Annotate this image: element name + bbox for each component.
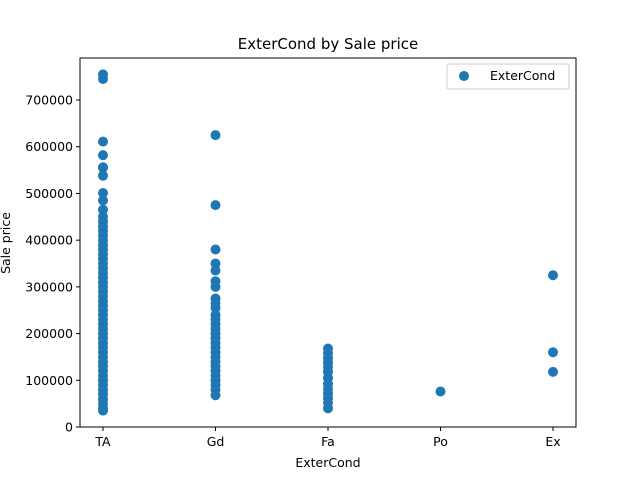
data-point — [210, 265, 221, 276]
data-point — [98, 195, 108, 206]
data-point — [98, 74, 108, 85]
data-point — [98, 136, 108, 147]
data-point — [98, 405, 108, 416]
x-tick-label: TA — [94, 434, 111, 449]
data-point — [98, 187, 108, 198]
chart-title: ExterCond by Sale price — [238, 35, 418, 53]
data-point — [98, 204, 108, 215]
data-point — [548, 366, 558, 377]
y-axis: 0 100000 200000 300000 400000 500000 600000 700… — [25, 93, 80, 435]
y-tick-label: 600000 — [25, 139, 73, 154]
x-tick-label: Ex — [545, 434, 560, 449]
x-tick-label: Fa — [321, 434, 335, 449]
legend-marker — [459, 71, 469, 81]
x-tick-label: Gd — [207, 434, 225, 449]
data-points — [98, 69, 558, 416]
data-point — [210, 258, 221, 269]
y-tick-label: 100000 — [25, 373, 73, 388]
data-point — [210, 130, 221, 141]
data-point — [323, 403, 333, 414]
legend-label: ExterCond — [490, 68, 555, 83]
y-tick-label: 200000 — [25, 326, 73, 341]
data-point — [98, 170, 108, 181]
data-point — [98, 162, 108, 173]
data-point — [210, 302, 221, 313]
data-point — [548, 347, 558, 358]
x-axis-label: ExterCond — [295, 455, 360, 470]
x-tick-label: Po — [433, 434, 448, 449]
data-point — [210, 244, 221, 255]
data-point — [98, 150, 108, 161]
y-tick-label: 700000 — [25, 93, 73, 108]
data-point — [210, 200, 221, 211]
y-tick-label: 400000 — [25, 233, 73, 248]
data-point — [210, 281, 221, 292]
y-axis-label: Sale price — [0, 212, 13, 274]
data-point — [210, 390, 221, 401]
y-tick-label: 500000 — [25, 186, 73, 201]
legend-box — [446, 63, 570, 90]
legend: ExterCond — [446, 63, 570, 90]
data-point — [548, 270, 558, 281]
x-axis: TA Gd Fa Po Ex — [94, 427, 561, 449]
y-tick-label: 0 — [65, 420, 73, 435]
data-point — [435, 386, 446, 397]
y-tick-label: 300000 — [25, 279, 73, 294]
